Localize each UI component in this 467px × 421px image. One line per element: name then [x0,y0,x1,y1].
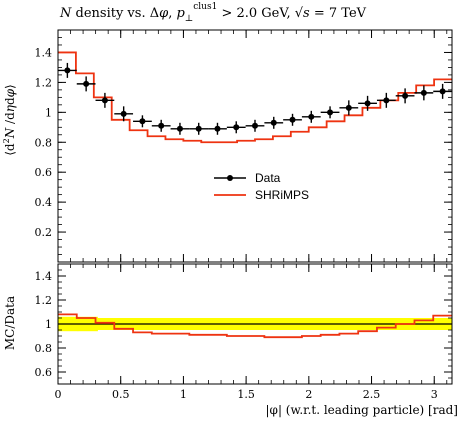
legend: Data SHRiMPS [214,171,309,202]
data-point [64,67,71,74]
main-frame [57,29,453,263]
data-point [270,119,277,126]
y-tick-label: 0.8 [35,136,53,149]
data-point [364,100,371,107]
data-point [233,124,240,131]
data-point [158,122,165,129]
data-point [120,110,127,117]
data-point [289,116,296,123]
y-tick-label: 1.4 [35,270,53,283]
y-tick-label: 0.2 [35,226,53,239]
y-tick-label: 1.2 [35,294,53,307]
x-tick-label: 2 [305,388,312,401]
data-point [139,118,146,125]
data-point [383,97,390,104]
x-tick-label: 1 [180,388,187,401]
main-panel: 0.2 0.4 0.6 0.8 1 1.2 1.4 [35,29,453,263]
ratio-frame [57,263,453,385]
y-tick-label: 1 [45,106,52,119]
main-series [58,51,452,144]
x-tick-label: 0.5 [112,388,130,401]
ratio-shrimps-step [58,313,452,339]
chart-title: N density vs. Δφ, p⊥clus1 > 2.0 GeV, √s … [59,2,367,24]
data-point [101,97,108,104]
y-tick-label: 1.2 [35,76,53,89]
data-point [420,89,427,96]
data-point [214,125,221,132]
x-tick-label: 0 [55,388,62,401]
data-point [308,113,315,120]
x-tick-label: 1.5 [237,388,255,401]
main-y-axis-label: ⟨d2N /dηdφ⟩ [2,84,17,156]
data-point [345,104,352,111]
y-tick-label: 1 [45,318,52,331]
data-point [195,125,202,132]
x-axis-label: |φ| (w.r.t. leading particle) [rad] [266,403,459,417]
ratio-y-axis-label: MC/Data [3,296,17,350]
data-point [439,88,446,95]
main-ticks: 0.2 0.4 0.6 0.8 1 1.2 1.4 [35,29,452,263]
y-tick-label: 1.4 [35,46,53,59]
ratio-ticks: 0.6 0.8 1 1.2 1.4 0 0.5 1 1.5 2 2.5 3 [35,263,452,401]
data-point [83,80,90,87]
legend-shrimps-label: SHRiMPS [255,188,309,202]
legend-data-label: Data [255,171,281,185]
x-tick-label: 3 [431,388,438,401]
data-point [402,92,409,99]
y-tick-label: 0.8 [35,342,53,355]
data-point [176,125,183,132]
legend-data-marker [227,175,233,181]
y-tick-label: 0.4 [35,196,53,209]
y-tick-label: 0.6 [35,366,53,379]
data-point [252,122,258,129]
x-tick-label: 2.5 [363,388,381,401]
ratio-panel: 0.6 0.8 1 1.2 1.4 0 0.5 1 1.5 2 2.5 3 [35,263,453,401]
y-tick-label: 0.6 [35,166,53,179]
data-point [327,109,334,116]
ratio-series [58,313,452,339]
